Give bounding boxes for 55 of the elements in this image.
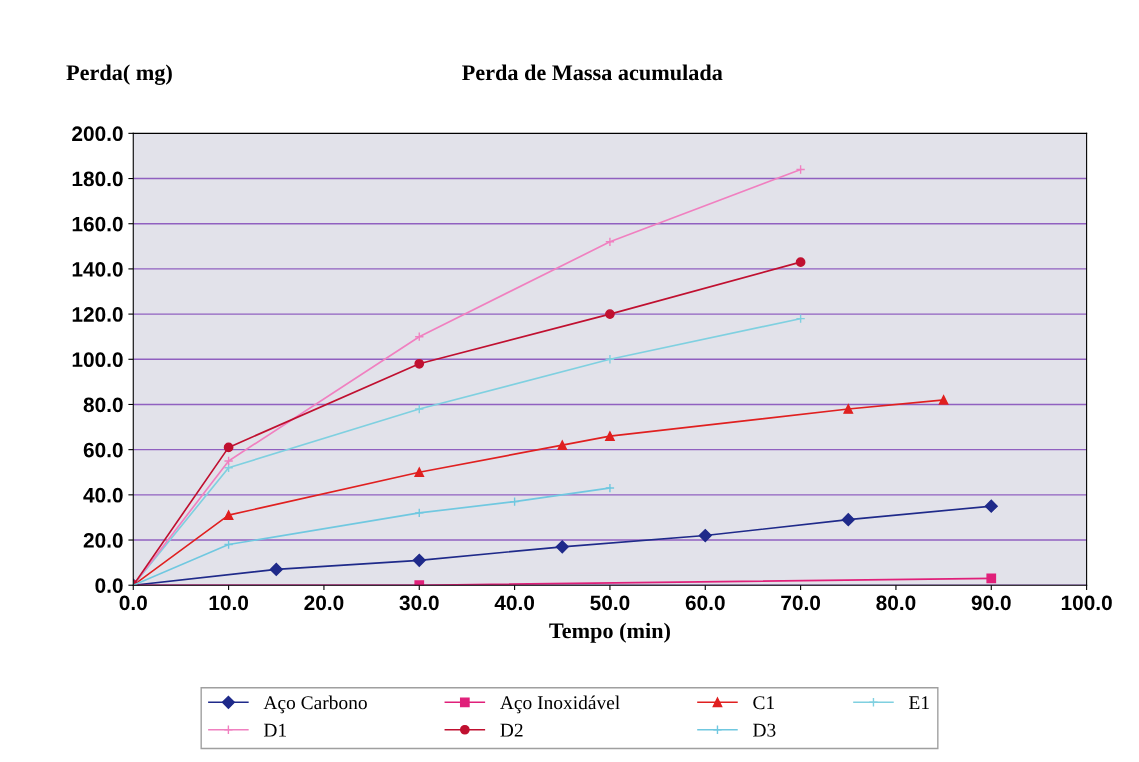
point <box>223 442 234 453</box>
point <box>698 528 712 543</box>
y-tick-label: 0.0 <box>95 578 123 593</box>
x-axis-title: Tempo (min) <box>549 622 670 643</box>
point <box>605 236 615 247</box>
y-tick-label: 140.0 <box>72 261 123 277</box>
point <box>414 467 425 478</box>
legend-label: Aço Inoxidável <box>500 695 620 714</box>
point <box>605 354 615 365</box>
legend-label: D2 <box>500 723 523 737</box>
point <box>223 456 234 466</box>
point <box>605 431 615 441</box>
point <box>795 257 806 267</box>
x-tick-label: 30.0 <box>399 595 439 611</box>
y-tick-label: 20.0 <box>83 533 123 548</box>
point <box>557 440 568 450</box>
point <box>841 513 855 527</box>
legend-label: D1 <box>263 723 286 737</box>
point <box>412 553 426 567</box>
point <box>414 358 425 369</box>
x-tick-label: 50.0 <box>590 595 630 611</box>
y-tick-label: 40.0 <box>83 487 123 503</box>
point <box>223 510 234 521</box>
y-tick-label: 60.0 <box>83 442 123 458</box>
x-tick-label: 10.0 <box>209 595 249 611</box>
legend-label: C1 <box>753 696 774 710</box>
x-tick-label: 60.0 <box>685 595 725 611</box>
point <box>555 540 569 554</box>
point <box>605 309 615 319</box>
point <box>414 508 425 518</box>
point <box>984 499 998 513</box>
x-tick-label: 80.0 <box>876 595 916 611</box>
x-tick-label: 0.0 <box>119 595 147 611</box>
y-axis-title: Perda( mg) <box>66 64 172 85</box>
y-tick-label: 100.0 <box>72 352 123 368</box>
point <box>938 395 949 405</box>
point <box>414 404 425 414</box>
point <box>843 404 854 414</box>
point <box>605 483 615 493</box>
legend-label: E1 <box>909 696 929 710</box>
chart-title: Perda de Massa acumulada <box>462 64 723 81</box>
x-tick-label: 100.0 <box>1061 595 1112 611</box>
legend-label: Aço Carbono <box>263 695 367 714</box>
y-tick-label: 180.0 <box>72 171 123 187</box>
point <box>269 562 283 576</box>
x-tick-label: 40.0 <box>494 595 535 611</box>
y-tick-label: 160.0 <box>72 216 123 232</box>
x-tick-label: 90.0 <box>971 595 1011 611</box>
x-tick-label: 70.0 <box>781 595 821 611</box>
x-tick-label: 20.0 <box>304 595 344 611</box>
legend-label: D3 <box>753 723 776 737</box>
point <box>986 573 997 584</box>
y-tick-label: 120.0 <box>72 307 123 322</box>
y-tick-label: 80.0 <box>83 397 123 413</box>
y-tick-label: 200.0 <box>72 126 123 142</box>
